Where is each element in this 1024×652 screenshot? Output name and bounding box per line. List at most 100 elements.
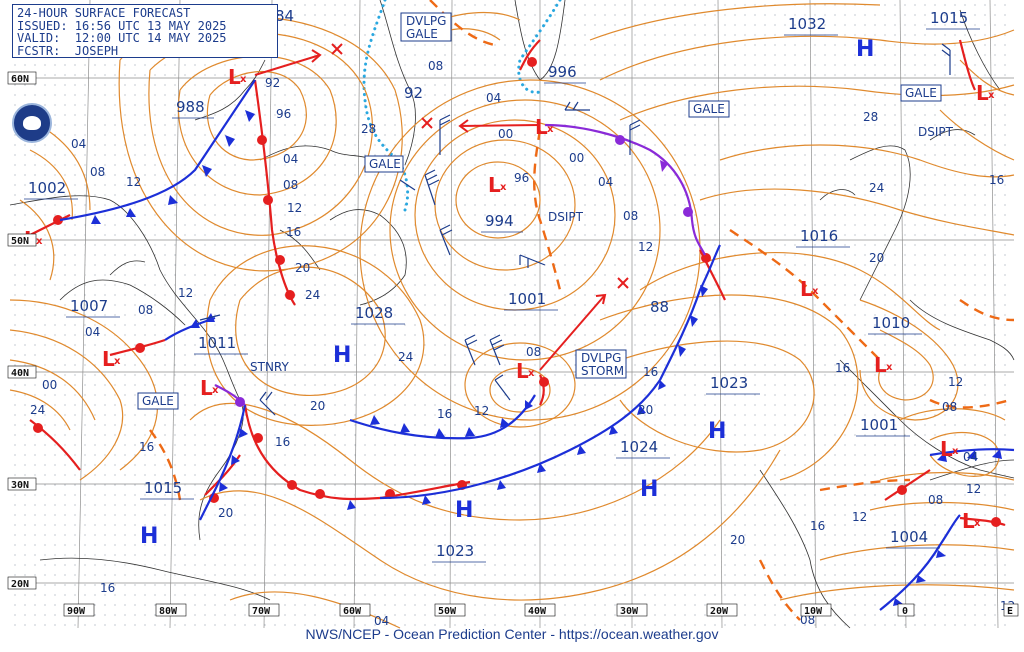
pressure-994: 994 (485, 212, 514, 230)
svg-text:04: 04 (598, 175, 613, 189)
pressure-underlines (24, 28, 980, 563)
svg-text:H: H (708, 419, 726, 444)
svg-text:10W: 10W (804, 606, 823, 617)
pressure-1007: 1007 (70, 297, 108, 315)
svg-text:L: L (976, 81, 989, 105)
svg-text:x: x (812, 286, 819, 297)
pressure-1001: 1001 (508, 290, 546, 308)
svg-text:H: H (140, 524, 158, 549)
cold-front-barbs (91, 110, 1002, 606)
svg-text:x: x (886, 362, 893, 373)
pressure-1016: 1016 (800, 227, 838, 245)
svg-text:24: 24 (305, 288, 320, 302)
svg-text:L: L (874, 353, 887, 377)
svg-text:E: E (1007, 606, 1013, 617)
warning-gale-labrador: GALE (369, 157, 401, 171)
label-stnry: STNRY (250, 360, 289, 374)
svg-text:28: 28 (361, 122, 376, 136)
svg-text:12: 12 (966, 482, 981, 496)
svg-text:x: x (500, 182, 507, 193)
pressure-1024: 1024 (620, 438, 658, 456)
svg-text:20: 20 (734, 533, 749, 547)
svg-text:08: 08 (928, 493, 943, 507)
troughs (149, 0, 1015, 621)
pressure-1028: 1028 (355, 304, 393, 322)
svg-text:12: 12 (178, 286, 193, 300)
svg-text:x: x (240, 74, 247, 85)
svg-text:50W: 50W (438, 606, 457, 617)
warning-gale-sw: GALE (142, 394, 174, 408)
svg-text:12: 12 (126, 175, 141, 189)
warning-dvlpg-gale-1: DVLPG GALE (406, 14, 446, 41)
svg-text:08: 08 (428, 59, 443, 73)
svg-text:96: 96 (514, 171, 529, 185)
svg-text:16: 16 (989, 173, 1004, 187)
noaa-logo-icon (12, 103, 52, 143)
svg-text:x: x (974, 518, 981, 529)
svg-text:20: 20 (730, 533, 745, 547)
occluded-front-symbols (235, 135, 693, 407)
svg-text:H: H (333, 343, 351, 368)
svg-text:04: 04 (963, 450, 978, 464)
svg-text:x: x (212, 385, 219, 396)
svg-text:16: 16 (139, 440, 154, 454)
svg-text:00: 00 (569, 151, 584, 165)
svg-text:12: 12 (287, 201, 302, 215)
svg-text:16: 16 (275, 435, 290, 449)
svg-text:30N: 30N (11, 480, 29, 491)
svg-text:x: x (547, 124, 554, 135)
pressure-1023: 1023 (436, 542, 474, 560)
storm-track-arrows (254, 49, 607, 371)
svg-text:20W: 20W (710, 606, 729, 617)
svg-text:08: 08 (800, 613, 815, 627)
svg-text:60W: 60W (343, 606, 362, 617)
svg-text:20N: 20N (11, 579, 29, 590)
forecaster: FCSTR: JOSEPH (17, 43, 119, 58)
svg-text:24: 24 (869, 181, 884, 195)
svg-text:x: x (36, 236, 43, 247)
svg-text:40N: 40N (11, 368, 29, 379)
label-dsipt-1: DSIPT (548, 210, 584, 224)
svg-text:12: 12 (474, 404, 489, 418)
svg-text:0: 0 (902, 606, 908, 617)
valid-time: VALID: 12:00 UTC 14 MAY 2025 (17, 31, 227, 45)
pressure-values: 988 1002 1007 994 996 1001 1010 1001 100… (28, 9, 968, 560)
cold-fronts (59, 79, 1015, 611)
svg-text:40W: 40W (528, 606, 547, 617)
svg-text:20: 20 (638, 403, 653, 417)
svg-text:92: 92 (265, 76, 280, 90)
svg-text:00: 00 (498, 127, 513, 141)
latitude-labels: 60N 50N 40N 30N 20N (7, 71, 37, 590)
svg-text:24: 24 (398, 350, 413, 364)
warm-front-bumps (33, 57, 1001, 527)
graticule (10, 0, 1014, 629)
svg-text:08: 08 (526, 345, 541, 359)
svg-text:L: L (102, 347, 115, 371)
svg-text:H: H (455, 498, 473, 523)
svg-text:L: L (940, 437, 953, 461)
pressure-1011: 1011 (198, 334, 236, 352)
svg-text:28: 28 (863, 110, 878, 124)
svg-text:08: 08 (623, 209, 638, 223)
svg-text:16: 16 (100, 581, 115, 595)
chart-title: 24-HOUR SURFACE FORECAST (17, 6, 191, 20)
svg-text:50N: 50N (11, 236, 29, 247)
svg-text:12: 12 (638, 240, 653, 254)
label-dsipt-2: DSIPT (918, 125, 954, 139)
svg-text:90W: 90W (67, 606, 86, 617)
svg-text:L: L (228, 65, 241, 89)
svg-text:04: 04 (85, 325, 100, 339)
svg-text:60N: 60N (11, 74, 29, 85)
svg-text:30W: 30W (620, 606, 639, 617)
svg-text:H: H (640, 477, 658, 502)
svg-text:x: x (952, 446, 959, 457)
svg-text:00: 00 (42, 378, 57, 392)
svg-text:20: 20 (295, 261, 310, 275)
svg-text:H: H (856, 37, 874, 62)
svg-text:12: 12 (948, 375, 963, 389)
svg-text:70W: 70W (252, 606, 271, 617)
pressure-1001b: 1001 (860, 416, 898, 434)
svg-text:04: 04 (283, 152, 298, 166)
svg-text:04: 04 (374, 614, 389, 628)
